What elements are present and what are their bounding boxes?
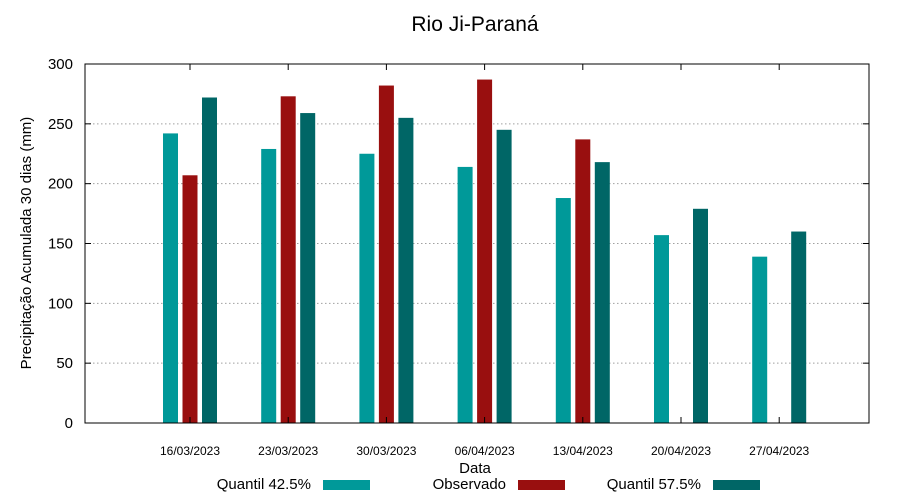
bar-quantil-57-5-4 bbox=[594, 162, 610, 424]
x-tick-label: 13/04/2023 bbox=[553, 444, 613, 458]
y-axis-label: Precipitação Acumulada 30 dias (mm) bbox=[18, 117, 35, 370]
bar-quantil-42-5-4 bbox=[555, 198, 571, 423]
bar-observado-3 bbox=[477, 79, 493, 423]
bar-quantil-57-5-2 bbox=[398, 117, 414, 423]
x-tick-label: 20/04/2023 bbox=[651, 444, 711, 458]
y-tick-label: 100 bbox=[48, 295, 73, 312]
bar-quantil-42-5-5 bbox=[654, 235, 669, 423]
y-tick-label: 300 bbox=[48, 56, 73, 73]
x-tick-label: 30/03/2023 bbox=[356, 444, 416, 458]
bar-quantil-57-5-5 bbox=[693, 208, 708, 423]
bar-quantil-57-5-0 bbox=[202, 97, 217, 424]
y-tick-label: 150 bbox=[48, 236, 73, 253]
bar-observado-2 bbox=[378, 85, 394, 423]
legend-label: Observado bbox=[433, 476, 506, 493]
bar-quantil-42-5-1 bbox=[261, 148, 277, 424]
legend-swatch bbox=[518, 480, 565, 490]
bar-quantil-57-5-1 bbox=[300, 113, 316, 424]
y-axis-ticks: 0 50 100 150 200 250 300 bbox=[48, 56, 869, 432]
bar-quantil-57-5-6 bbox=[791, 231, 807, 423]
x-axis-ticks: 16/03/2023 23/03/2023 30/03/2023 06/04/2023… bbox=[160, 64, 810, 458]
y-tick-label: 0 bbox=[65, 415, 73, 432]
x-tick-label: 27/04/2023 bbox=[749, 444, 809, 458]
bars bbox=[163, 79, 807, 424]
bar-observado-1 bbox=[280, 96, 296, 423]
y-tick-label: 50 bbox=[56, 355, 73, 372]
x-axis-label: Data bbox=[459, 460, 491, 477]
grid-lines bbox=[85, 123, 869, 364]
y-tick-label: 200 bbox=[48, 176, 73, 193]
bar-observado-4 bbox=[575, 139, 591, 423]
x-tick-label: 23/03/2023 bbox=[258, 444, 318, 458]
y-tick-label: 250 bbox=[48, 116, 73, 133]
bar-quantil-57-5-3 bbox=[496, 129, 512, 424]
bar-observado-0 bbox=[182, 175, 198, 423]
bar-quantil-42-5-3 bbox=[457, 166, 473, 423]
legend-swatch bbox=[323, 480, 370, 490]
bar-quantil-42-5-6 bbox=[752, 256, 768, 423]
bar-quantil-42-5-2 bbox=[359, 153, 375, 423]
x-tick-label: 06/04/2023 bbox=[455, 444, 515, 458]
legend-label: Quantil 57.5% bbox=[607, 476, 701, 493]
x-tick-label: 16/03/2023 bbox=[160, 444, 220, 458]
legend-label: Quantil 42.5% bbox=[217, 476, 311, 493]
legend: Quantil 42.5% Observado Quantil 57.5% bbox=[217, 476, 760, 493]
legend-swatch bbox=[713, 480, 760, 490]
chart-title: Rio Ji-Paraná bbox=[411, 13, 539, 36]
bar-quantil-42-5-0 bbox=[163, 133, 178, 423]
